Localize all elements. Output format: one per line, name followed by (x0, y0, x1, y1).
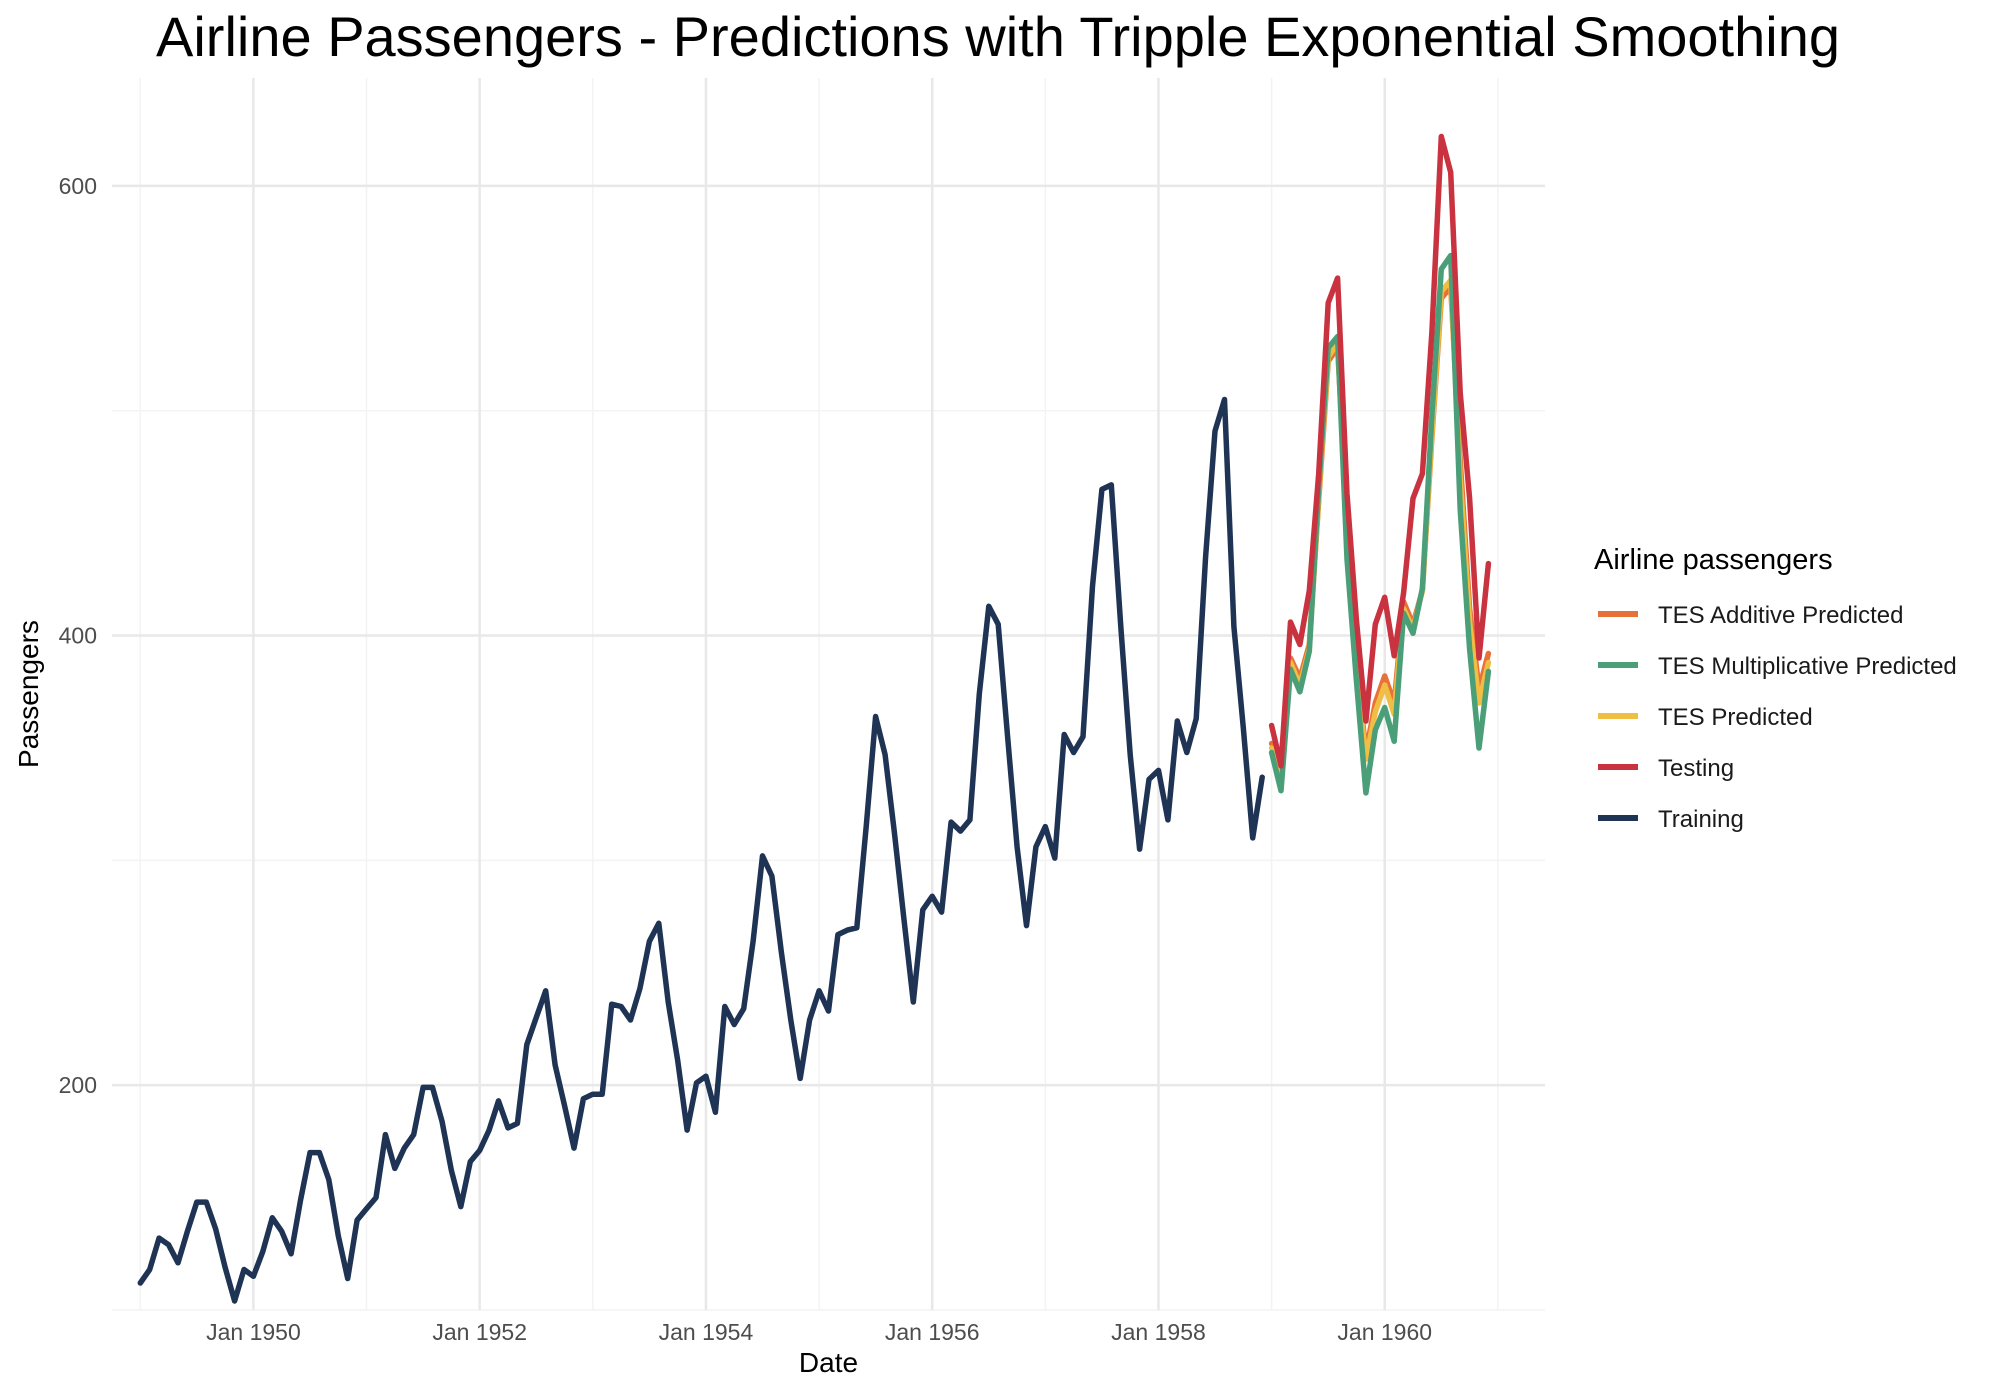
x-axis-ticks: Jan 1950 Jan 1952 Jan 1954 Jan 1956 Jan 1958… (206, 1319, 1432, 1345)
legend-label-tes-additive-predicted: TES Additive Predicted (1658, 602, 1903, 629)
legend-label-tes-multiplicative-predicted: TES Multiplicative Predicted (1658, 653, 1957, 680)
x-tick-label: Jan 1960 (1337, 1319, 1432, 1345)
series-line-testing (1268, 133, 1492, 769)
y-tick-label: 600 (59, 173, 97, 199)
x-tick-label: Jan 1956 (885, 1319, 980, 1345)
y-axis-ticks: 200 400 600 (59, 173, 97, 1098)
x-axis-title: Date (799, 1347, 858, 1376)
series-line-training (137, 396, 1265, 1304)
chart-title: Airline Passengers - Predictions with Tr… (156, 5, 1840, 68)
y-axis-title: Passengers (13, 620, 44, 768)
x-tick-label: Jan 1958 (1111, 1319, 1206, 1345)
x-tick-label: Jan 1950 (206, 1319, 301, 1345)
grid-lines (112, 78, 1545, 1311)
legend-label-testing: Testing (1658, 755, 1734, 782)
legend-title: Airline passengers (1594, 544, 1833, 576)
y-tick-label: 200 (59, 1072, 97, 1098)
legend-label-tes-predicted: TES Predicted (1658, 704, 1813, 731)
y-tick-label: 400 (59, 623, 97, 649)
series-lines (137, 133, 1492, 1304)
legend: Airline passengers TES Additive Predicte… (1594, 544, 1957, 833)
x-tick-label: Jan 1954 (659, 1319, 754, 1345)
legend-label-training: Training (1658, 806, 1744, 833)
series-line-tes-multiplicative-predicted (1268, 252, 1492, 796)
x-tick-label: Jan 1952 (432, 1319, 527, 1345)
